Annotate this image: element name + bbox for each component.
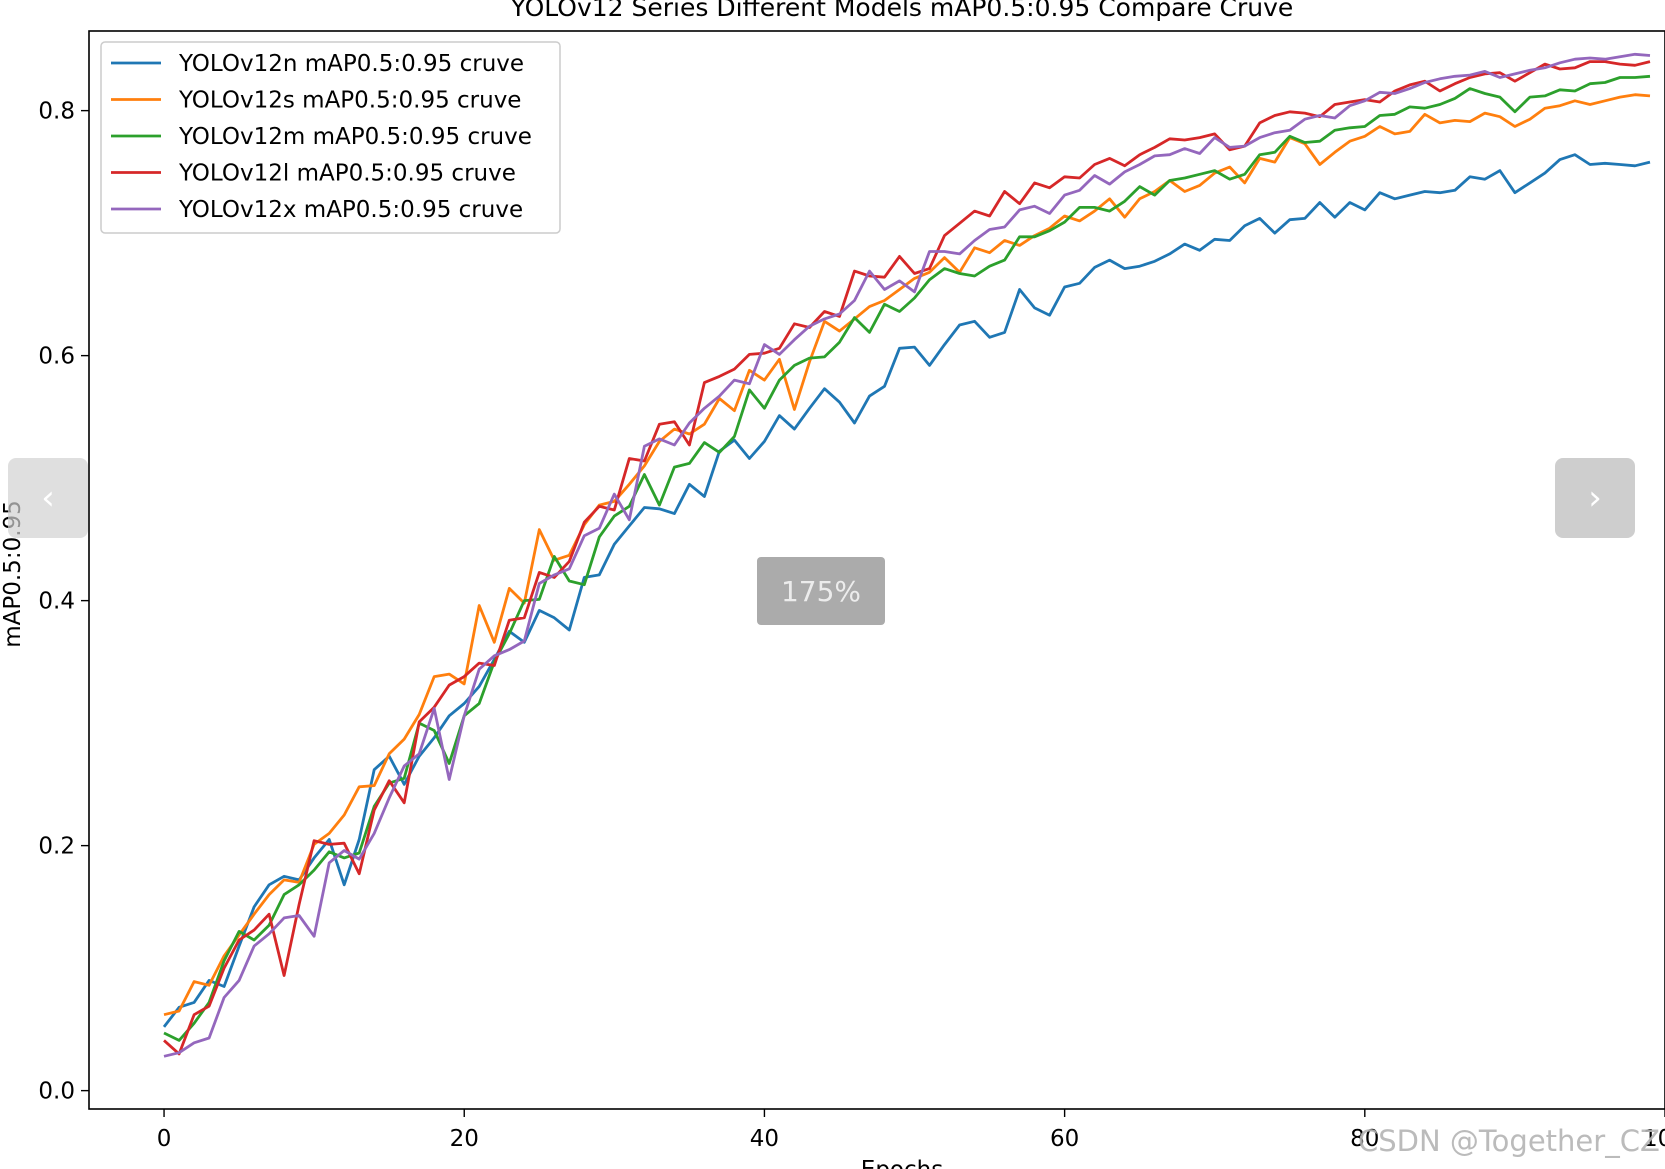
- series-line-1: [163, 93, 1651, 1017]
- legend: YOLOv12n mAP0.5:0.95 cruve YOLOv12s mAP0.…: [100, 41, 561, 234]
- x-axis-label: Epochs: [861, 1157, 943, 1169]
- chart-title: YOLOv12 Series Different Models mAP0.5:0…: [510, 0, 1294, 22]
- axis-ticks: 0 20 40 60 80 100 0.0 0.2 0.4 0.6 0.8: [38, 99, 1665, 1152]
- x-tick-label: 60: [1050, 1126, 1079, 1152]
- legend-entry-label: YOLOv12x mAP0.5:0.95 cruve: [178, 197, 523, 223]
- series-line-2: [163, 74, 1651, 1042]
- series-line-4: [163, 52, 1651, 1058]
- series-line-3: [163, 60, 1651, 1056]
- series-line-0: [162, 153, 1651, 1028]
- legend-entry-label: YOLOv12m mAP0.5:0.95 cruve: [178, 124, 532, 150]
- x-tick-label: 40: [750, 1126, 779, 1152]
- plot-frame: [88, 30, 1665, 1110]
- legend-entry-label: YOLOv12n mAP0.5:0.95 cruve: [178, 51, 524, 77]
- y-tick-label: 0.6: [38, 344, 75, 370]
- series-lines: [162, 52, 1651, 1058]
- prev-image-button[interactable]: ‹: [8, 458, 88, 538]
- chevron-left-icon: ‹: [41, 478, 55, 518]
- next-image-button[interactable]: ›: [1555, 458, 1635, 538]
- x-tick-label: 80: [1350, 1126, 1379, 1152]
- zoom-level-badge: 175%: [757, 557, 885, 625]
- y-tick-label: 0.8: [38, 99, 75, 125]
- x-tick-label: 20: [450, 1126, 479, 1152]
- chevron-right-icon: ›: [1588, 478, 1602, 518]
- y-tick-label: 0.2: [38, 834, 75, 860]
- x-tick-label: 0: [157, 1126, 172, 1152]
- watermark-text: CSDN @Together_CZ: [1358, 1124, 1660, 1158]
- legend-entry-label: YOLOv12s mAP0.5:0.95 cruve: [178, 88, 521, 114]
- legend-box: [100, 41, 561, 234]
- x-tick-label: 100: [1643, 1126, 1665, 1152]
- legend-entry-label: YOLOv12l mAP0.5:0.95 cruve: [178, 161, 516, 187]
- y-tick-label: 0.0: [38, 1079, 75, 1105]
- y-tick-label: 0.4: [38, 589, 75, 615]
